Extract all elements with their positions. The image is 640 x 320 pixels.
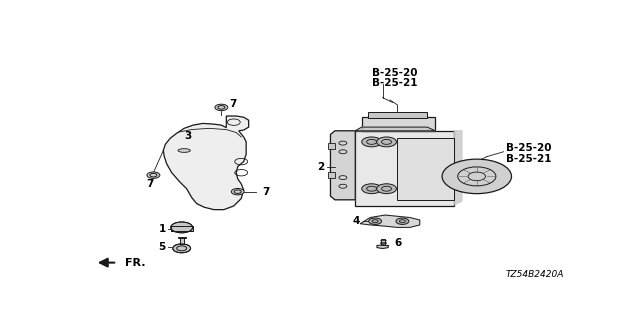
Text: 7: 7 [229,99,236,109]
Circle shape [362,184,381,194]
Text: B-25-20: B-25-20 [506,143,551,153]
Polygon shape [163,116,249,210]
Bar [171,228,193,231]
Text: B-25-21: B-25-21 [372,78,417,89]
Ellipse shape [178,149,190,152]
Circle shape [442,159,511,194]
Circle shape [376,137,396,147]
Text: 5: 5 [159,242,166,252]
Circle shape [231,188,244,195]
Text: TZ54B2420A: TZ54B2420A [505,270,564,279]
Text: 2: 2 [317,162,324,172]
Circle shape [362,137,381,147]
Text: B-25-21: B-25-21 [506,154,551,164]
Polygon shape [360,215,420,228]
Text: 7: 7 [147,179,154,189]
Bar [355,131,454,206]
Circle shape [215,104,228,111]
Polygon shape [330,131,355,200]
Polygon shape [377,245,388,249]
Text: 7: 7 [262,187,270,197]
Text: FR.: FR. [125,258,145,268]
Circle shape [369,218,381,224]
Bar [180,238,184,244]
Text: 1: 1 [159,224,166,234]
Text: 6: 6 [394,238,401,248]
Bar [178,236,186,238]
Text: 3: 3 [184,131,192,141]
Polygon shape [454,131,462,205]
Circle shape [396,218,409,224]
Bar [381,238,385,245]
Text: 4: 4 [353,216,360,226]
Bar [367,112,428,118]
Bar [397,138,454,200]
Bar [362,117,435,131]
Polygon shape [355,127,435,131]
Text: B-25-20: B-25-20 [372,68,417,78]
Bar [328,143,335,148]
Bar [328,172,335,178]
Circle shape [376,184,396,194]
Circle shape [173,244,191,253]
Circle shape [147,172,160,178]
Circle shape [171,222,193,233]
